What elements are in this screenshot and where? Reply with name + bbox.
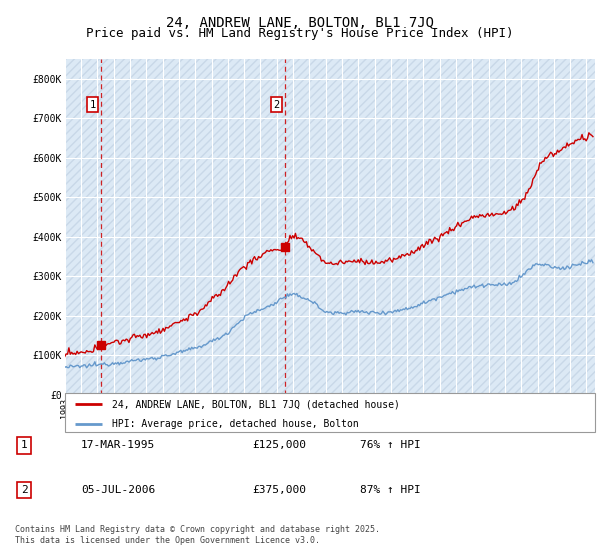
- FancyBboxPatch shape: [65, 393, 595, 432]
- Text: Price paid vs. HM Land Registry's House Price Index (HPI): Price paid vs. HM Land Registry's House …: [86, 27, 514, 40]
- Text: 24, ANDREW LANE, BOLTON, BL1 7JQ: 24, ANDREW LANE, BOLTON, BL1 7JQ: [166, 16, 434, 30]
- Text: 17-MAR-1995: 17-MAR-1995: [81, 440, 155, 450]
- Text: Contains HM Land Registry data © Crown copyright and database right 2025.
This d: Contains HM Land Registry data © Crown c…: [15, 525, 380, 545]
- Text: 2: 2: [20, 485, 28, 495]
- Text: 2: 2: [274, 100, 280, 110]
- Text: 24, ANDREW LANE, BOLTON, BL1 7JQ (detached house): 24, ANDREW LANE, BOLTON, BL1 7JQ (detach…: [112, 399, 400, 409]
- Text: £375,000: £375,000: [252, 485, 306, 495]
- Text: 05-JUL-2006: 05-JUL-2006: [81, 485, 155, 495]
- Text: 1: 1: [89, 100, 95, 110]
- Text: HPI: Average price, detached house, Bolton: HPI: Average price, detached house, Bolt…: [112, 419, 359, 429]
- Text: 87% ↑ HPI: 87% ↑ HPI: [360, 485, 421, 495]
- Text: £125,000: £125,000: [252, 440, 306, 450]
- Text: 1: 1: [20, 440, 28, 450]
- Text: 76% ↑ HPI: 76% ↑ HPI: [360, 440, 421, 450]
